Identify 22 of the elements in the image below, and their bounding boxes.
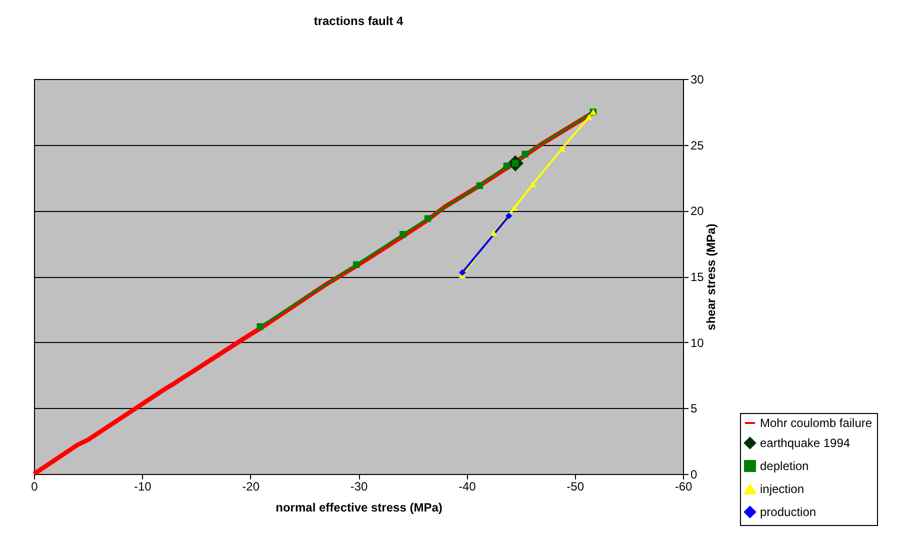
x-tick-label: -50 xyxy=(566,480,584,494)
y-tick-label: 10 xyxy=(690,336,704,350)
x-tick-label: 0 xyxy=(31,480,38,494)
legend-label: depletion xyxy=(760,459,809,473)
x-axis-title: normal effective stress (MPa) xyxy=(276,500,442,514)
y-tick-label: 25 xyxy=(690,138,704,152)
x-tick-label: -20 xyxy=(242,480,260,494)
legend-label: production xyxy=(760,505,816,519)
x-tick-label: -40 xyxy=(458,480,476,494)
chart-title: tractions fault 4 xyxy=(314,14,404,28)
x-tick-label: -30 xyxy=(350,480,368,494)
y-tick-label: 30 xyxy=(690,72,704,86)
legend-label: earthquake 1994 xyxy=(760,436,850,450)
y-axis-title: shear stress (MPa) xyxy=(704,224,718,330)
x-tick-label: -10 xyxy=(134,480,152,494)
y-tick-label: 0 xyxy=(690,468,698,482)
legend-label: Mohr coulomb failure xyxy=(760,416,872,430)
y-tick-label: 20 xyxy=(690,204,704,218)
y-tick-label: 5 xyxy=(690,402,698,416)
legend-label: injection xyxy=(760,482,804,496)
x-tick-label: -60 xyxy=(674,480,692,494)
y-tick-label: 15 xyxy=(690,270,704,284)
